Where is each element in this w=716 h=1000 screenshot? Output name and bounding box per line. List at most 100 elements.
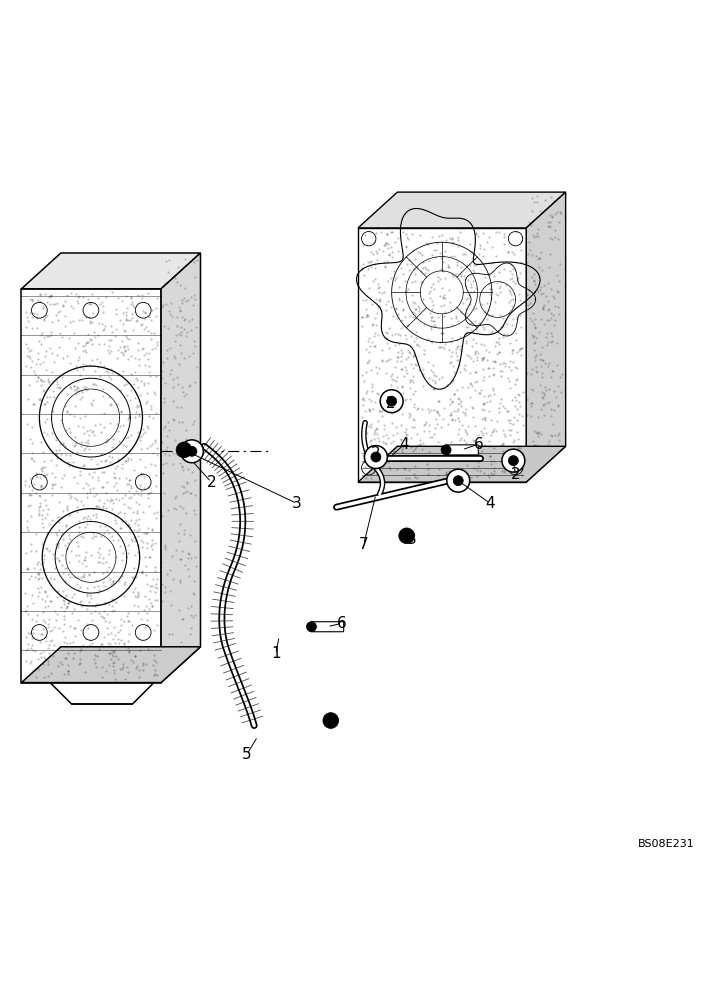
Point <box>44 288 56 304</box>
Point <box>543 219 555 235</box>
Point <box>391 373 402 389</box>
Point <box>37 554 49 570</box>
Point <box>141 605 153 621</box>
Point <box>364 391 375 407</box>
Point <box>379 254 390 270</box>
Point <box>368 452 379 468</box>
Point <box>510 463 521 479</box>
Point <box>185 322 196 338</box>
Point <box>473 315 485 331</box>
Point <box>453 352 465 368</box>
Point <box>34 293 45 309</box>
Point <box>160 539 171 555</box>
Point <box>87 305 99 321</box>
Point <box>385 299 397 315</box>
Point <box>94 540 105 556</box>
Point <box>32 566 44 582</box>
Point <box>105 343 117 359</box>
Point <box>106 646 117 662</box>
Point <box>65 298 77 314</box>
Point <box>100 318 111 334</box>
Point <box>57 329 68 345</box>
Point <box>459 246 470 262</box>
Point <box>377 458 389 474</box>
Point <box>112 532 124 548</box>
Point <box>29 643 41 659</box>
Point <box>362 333 374 349</box>
Point <box>52 373 63 389</box>
Point <box>533 284 544 300</box>
Point <box>536 352 548 368</box>
Point <box>21 598 33 614</box>
Point <box>25 536 37 552</box>
Point <box>426 301 437 317</box>
Point <box>135 466 147 482</box>
Point <box>484 281 495 297</box>
Point <box>532 228 543 244</box>
Point <box>514 292 526 308</box>
Point <box>118 505 130 521</box>
Point <box>526 361 538 377</box>
Point <box>112 396 123 412</box>
Point <box>460 422 471 438</box>
Point <box>138 469 150 485</box>
Point <box>183 561 194 577</box>
Circle shape <box>371 452 381 462</box>
Point <box>521 286 532 302</box>
Point <box>159 375 170 391</box>
Point <box>536 369 548 385</box>
Point <box>139 311 150 327</box>
Point <box>100 289 112 305</box>
Point <box>167 379 178 395</box>
Point <box>521 391 533 407</box>
Point <box>147 541 158 557</box>
Point <box>372 386 384 402</box>
Point <box>163 422 175 438</box>
Point <box>163 252 175 268</box>
Point <box>403 409 415 425</box>
Point <box>158 394 170 410</box>
Point <box>143 601 155 617</box>
Point <box>97 294 108 310</box>
Point <box>88 528 100 544</box>
Point <box>392 379 403 395</box>
Point <box>69 569 81 585</box>
Point <box>482 394 493 410</box>
Point <box>490 294 501 310</box>
Point <box>121 608 132 624</box>
Point <box>511 344 523 360</box>
Point <box>476 411 488 427</box>
Point <box>465 279 476 295</box>
Point <box>170 270 181 286</box>
Point <box>468 262 479 278</box>
Point <box>480 412 491 428</box>
Point <box>98 358 110 374</box>
Point <box>112 624 124 640</box>
Point <box>64 424 76 440</box>
Point <box>441 377 453 393</box>
Point <box>384 397 395 413</box>
Point <box>32 369 44 385</box>
Point <box>127 571 138 587</box>
Point <box>25 653 37 669</box>
Point <box>404 407 415 423</box>
Point <box>435 325 447 341</box>
Point <box>26 309 38 325</box>
Point <box>43 328 54 344</box>
Point <box>531 425 543 441</box>
Point <box>482 388 493 404</box>
Point <box>397 302 408 318</box>
Point <box>401 451 412 467</box>
Point <box>162 566 173 582</box>
Point <box>138 525 150 541</box>
Point <box>20 304 32 320</box>
Point <box>377 285 388 301</box>
Point <box>171 309 183 325</box>
Point <box>435 298 447 314</box>
Point <box>425 402 437 418</box>
Point <box>531 364 542 380</box>
Point <box>460 333 472 349</box>
Point <box>376 390 387 406</box>
Point <box>37 460 48 476</box>
Point <box>72 576 83 592</box>
